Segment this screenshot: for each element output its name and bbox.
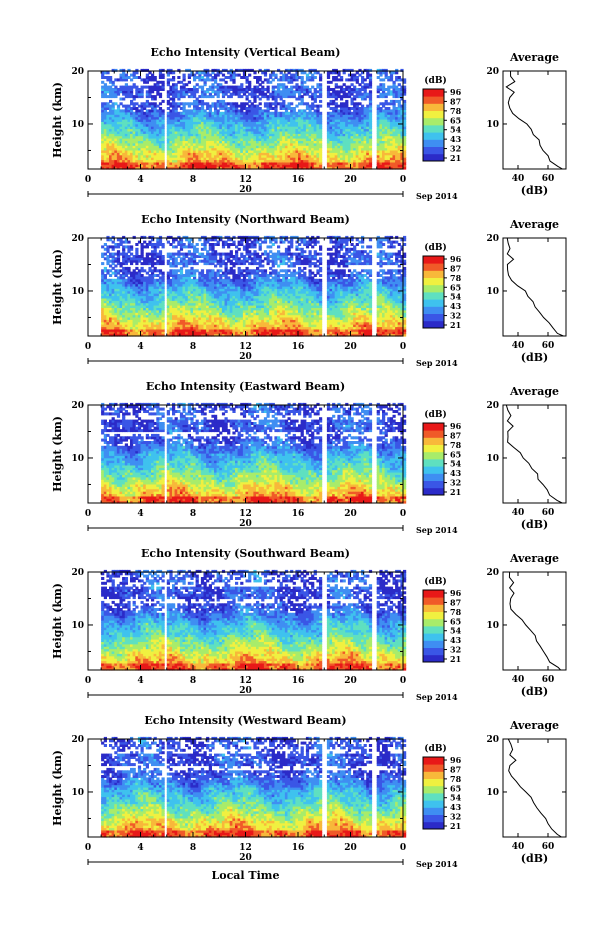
- heatmap-cell: [162, 81, 165, 84]
- heatmap-cell: [259, 102, 262, 105]
- heatmap-cell: [319, 105, 322, 108]
- heatmap-cell: [177, 76, 180, 79]
- heatmap-cell: [369, 90, 372, 93]
- x-tick-label: 16: [292, 175, 305, 185]
- y-tick-label: 20: [71, 67, 84, 77]
- x-tick-label: 20: [344, 175, 357, 185]
- date-month-label: Sep 2014: [416, 191, 458, 201]
- panel-title: Echo Intensity (Northward Beam): [141, 213, 350, 226]
- heatmap-cell: [172, 76, 175, 79]
- heatmap-cell: [369, 74, 372, 77]
- heatmap-cell: [282, 100, 285, 103]
- heatmap-cell: [159, 93, 162, 96]
- average-x-tick-label: 40: [512, 174, 525, 184]
- heatmap-cell: [319, 83, 322, 86]
- heatmap-cell: [127, 241, 130, 244]
- heatmap-cell: [337, 71, 340, 74]
- average-y-tick-label: 20: [486, 67, 499, 77]
- heatmap-cell: [162, 243, 165, 246]
- heatmap-cell: [162, 255, 165, 258]
- heatmap-cell: [162, 74, 165, 77]
- heatmap-cell: [240, 83, 243, 86]
- heatmap-cells: [101, 236, 406, 337]
- x-tick-label: 0: [400, 175, 406, 185]
- heatmap-cell: [248, 81, 251, 84]
- heatmap-cell: [345, 100, 348, 103]
- y-tick-label: 10: [71, 120, 84, 130]
- colorbar-unit: (dB): [424, 75, 446, 86]
- heatmap-cells: [101, 69, 406, 170]
- heatmap-cell: [319, 74, 322, 77]
- heatmap-cell: [267, 86, 270, 89]
- heatmap-cell: [159, 250, 162, 253]
- heatmap-cell: [183, 74, 186, 77]
- x-tick-label: 4: [137, 175, 143, 185]
- heatmap-cell: [301, 76, 304, 79]
- heatmap-cell: [162, 272, 165, 275]
- heatmap-cell: [188, 81, 191, 84]
- x-tick-label: 8: [190, 175, 196, 185]
- date-label: 20: [239, 185, 252, 195]
- heatmap-cell: [248, 74, 251, 77]
- heatmap-cell: [314, 76, 317, 79]
- average-x-label: (dB): [521, 184, 548, 197]
- x-tick-label: 0: [85, 175, 91, 185]
- heatmap-cell: [382, 83, 385, 86]
- x-tick-label: 12: [239, 175, 252, 185]
- heatmap-cell: [101, 262, 104, 265]
- y-axis-label: Height (km): [51, 82, 64, 158]
- heatmap-cell: [106, 71, 109, 74]
- heatmap-cell: [253, 71, 256, 74]
- heatmap-cell: [154, 76, 157, 79]
- panel-0: Echo Intensity (Vertical Beam) 0 4 8 12 16 20 0…: [51, 46, 566, 201]
- heatmap-cell: [319, 112, 322, 115]
- average-title: Average: [509, 51, 559, 64]
- average-x-tick-label: 60: [542, 174, 555, 184]
- heatmap-cell: [162, 100, 165, 103]
- heatmap-cell: [127, 267, 130, 270]
- heatmap-cell: [259, 76, 262, 79]
- heatmap-cell: [290, 102, 293, 105]
- colorbar-tick-label: 21: [450, 153, 461, 163]
- heatmap-cell: [319, 100, 322, 103]
- heatmap-cell: [172, 71, 175, 74]
- heatmap-cell: [109, 76, 112, 79]
- panel-title: Echo Intensity (Vertical Beam): [150, 46, 340, 59]
- heatmap-cell: [225, 81, 228, 84]
- average-y-tick-label: 10: [486, 120, 499, 130]
- heatmap-cell: [135, 248, 138, 251]
- heatmap-cell: [130, 245, 133, 248]
- heatmap-cell: [274, 74, 277, 77]
- heatmap-cell: [340, 76, 343, 79]
- average-profile-line: [506, 71, 562, 169]
- heatmap-cell: [162, 109, 165, 112]
- average-frame: [503, 71, 566, 169]
